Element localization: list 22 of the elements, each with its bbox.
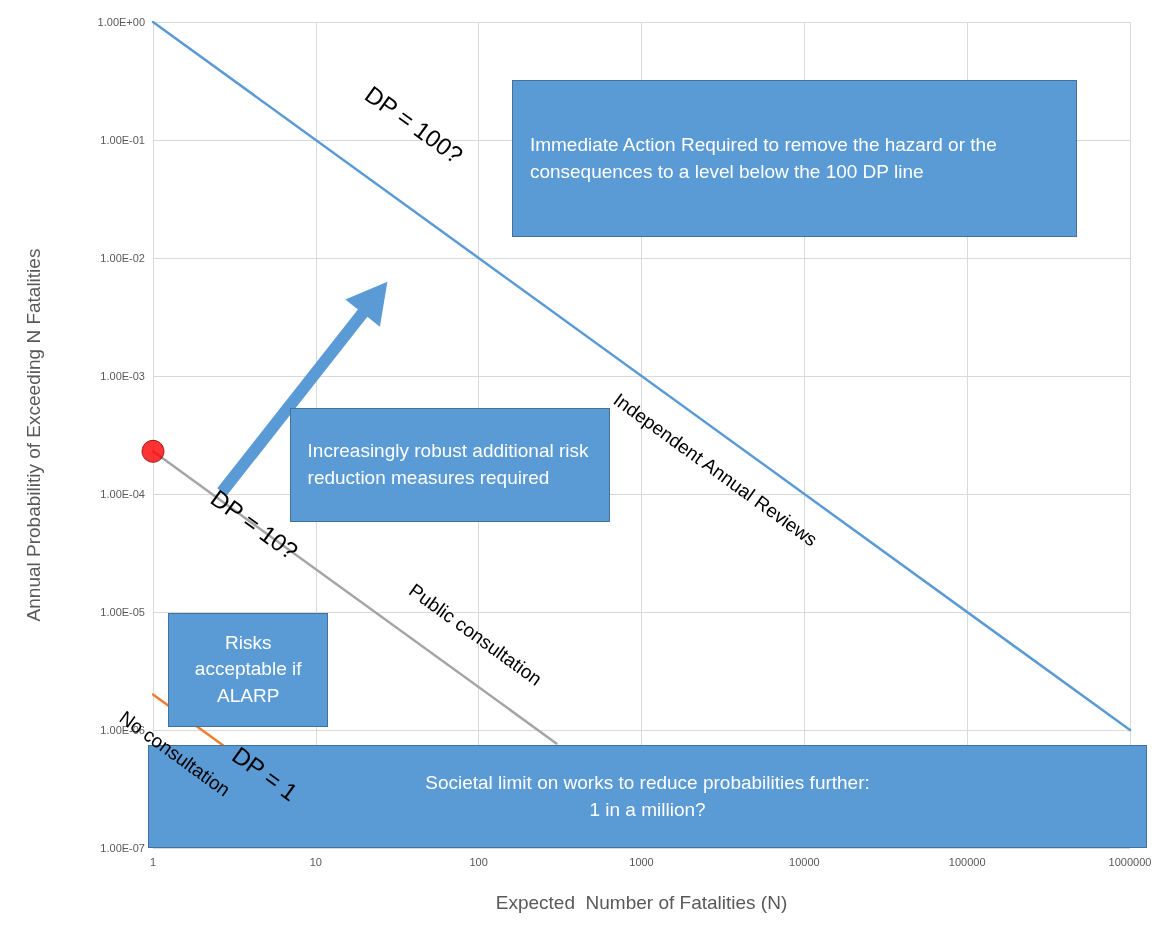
y-tick-label: 1.00E+00 <box>97 16 145 28</box>
x-tick-label: 1000000 <box>1108 855 1152 868</box>
y-tick-label: 1.00E-02 <box>100 252 145 264</box>
y-tick-label: 1.00E-03 <box>100 370 145 382</box>
x-tick-label: 1 <box>149 855 157 868</box>
annotation: Societal limit on works to reduce probabilities further: 1 in a million? <box>425 772 870 820</box>
y-tick-label: 1.00E-07 <box>100 842 145 854</box>
annotation: Increasingly robust additional risk reduction measures required <box>307 440 589 488</box>
x-tick-label: 10000 <box>789 855 820 868</box>
x-tick-label: 100 <box>469 855 488 868</box>
y-tick-label: 1.00E-04 <box>100 488 145 500</box>
x-tick-label: 100000 <box>948 855 986 868</box>
annotation: Risks acceptable if ALARP <box>194 631 302 707</box>
y-tick-label: 1.00E-05 <box>100 606 145 618</box>
annotation: DP = 10? <box>205 483 304 566</box>
annotation: DP = 100? <box>359 80 468 170</box>
x-tick-label: 10 <box>309 855 322 868</box>
y-tick-label: 1.00E-01 <box>100 134 145 146</box>
annotation: DP = 1 <box>227 741 304 808</box>
x-tick-label: 1000 <box>629 855 654 868</box>
y-axis-title: Annual Probabilitiy of Exceeding N Fatalities <box>23 248 44 622</box>
x-axis-title: Expected Number of Fatalities (N) <box>495 892 788 913</box>
